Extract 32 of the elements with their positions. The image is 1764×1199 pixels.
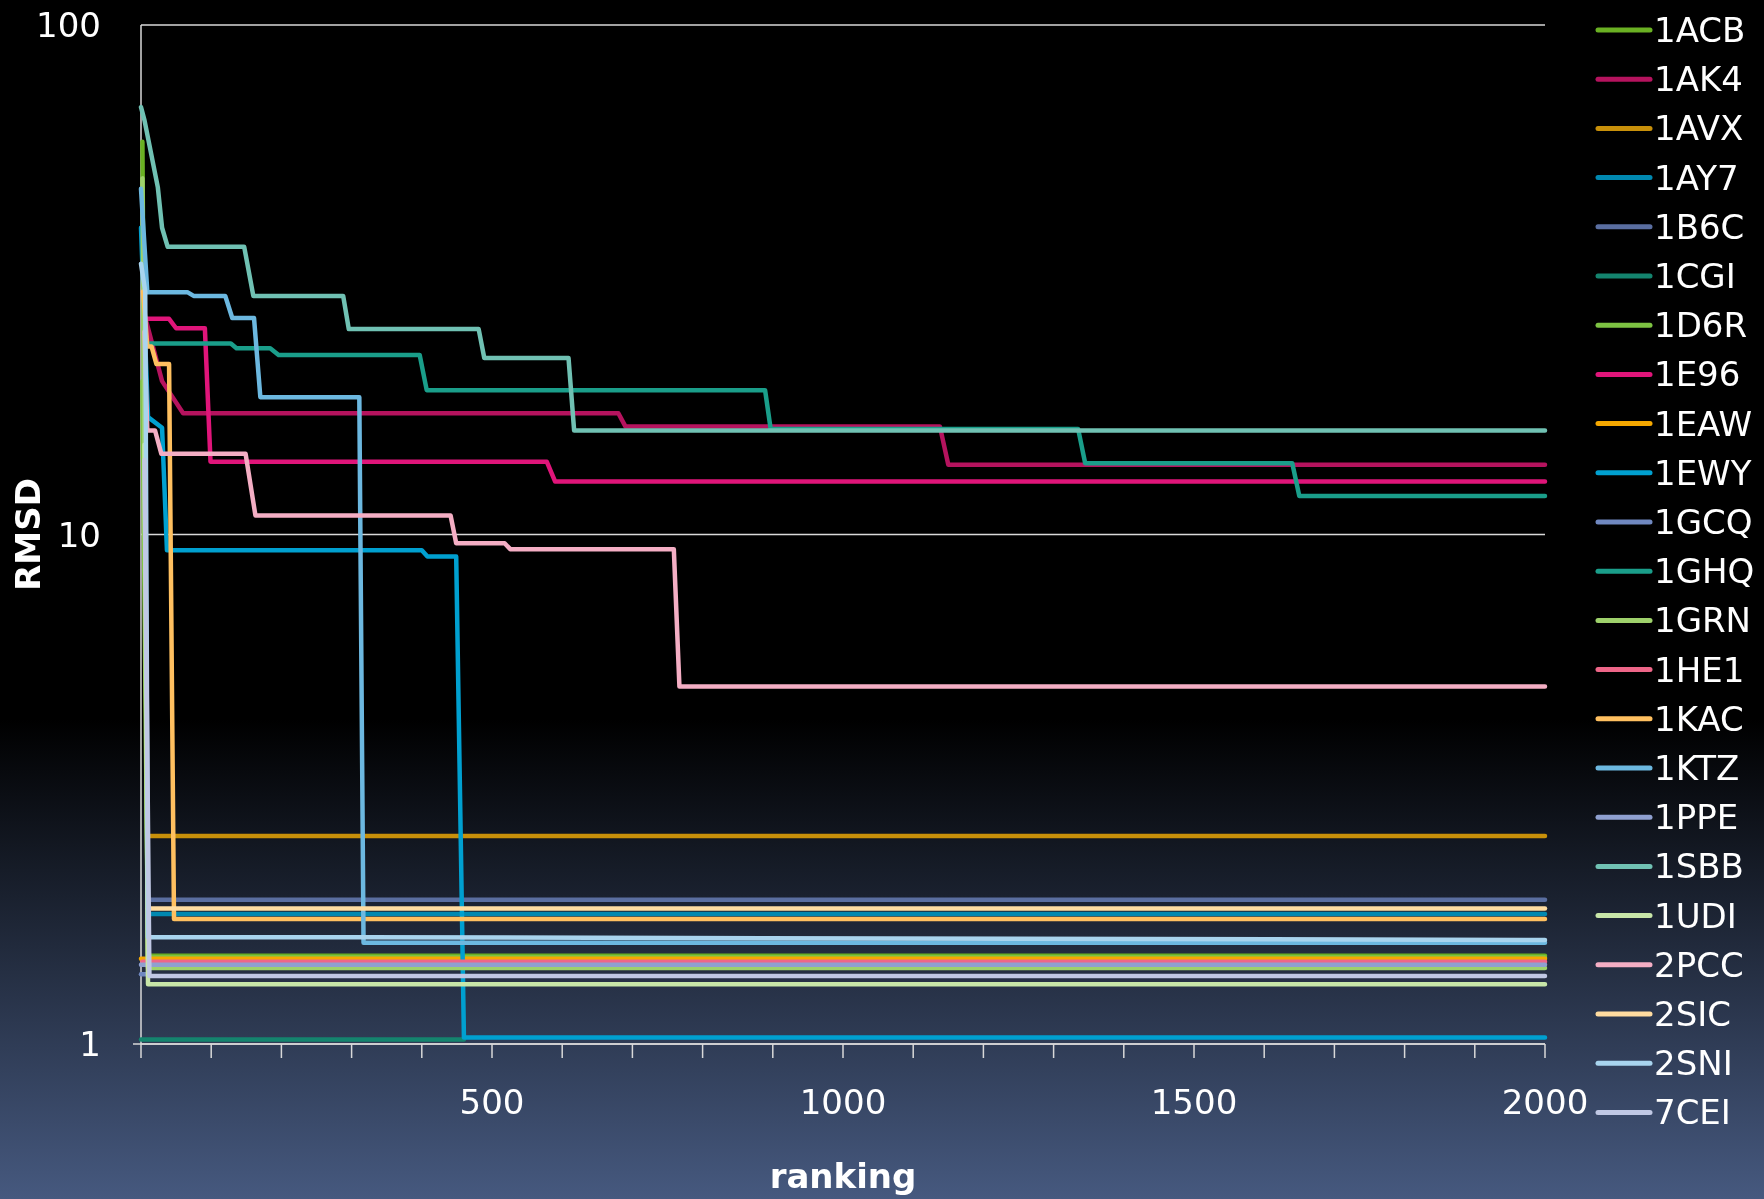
legend-label: 1GHQ [1654,551,1755,592]
legend-label: 1KAC [1654,698,1744,739]
legend-label: 7CEI [1654,1092,1731,1133]
x-tick-label: 500 [459,1082,525,1122]
legend-label: 1KTZ [1654,748,1740,788]
x-tick-label: 1500 [1150,1082,1238,1122]
y-tick-label: 100 [36,5,101,45]
x-tick-label: 2000 [1501,1082,1589,1122]
legend-label: 1AK4 [1654,59,1743,100]
y-tick-label: 1 [79,1024,101,1064]
legend-label: 1HE1 [1654,649,1745,690]
legend-label: 1D6R [1654,305,1748,346]
legend-label: 1CGI [1654,256,1736,296]
x-axis-title: ranking [769,1156,917,1196]
legend-label: 1AY7 [1654,157,1739,198]
legend-label: 1B6C [1654,206,1745,247]
legend-label: 1UDI [1654,895,1737,936]
legend-label: 1ACB [1654,10,1746,50]
legend-label: 1EAW [1654,403,1753,444]
y-axis-title: RMSD [8,478,48,591]
legend-label: 1SBB [1654,846,1744,887]
legend-label: 1PPE [1654,797,1739,838]
legend-label: 2SNI [1654,1043,1733,1084]
legend-label: 1AVX [1654,108,1744,149]
y-tick-label: 10 [57,514,101,555]
legend-label: 2SIC [1654,994,1731,1034]
x-tick-label: 1000 [799,1082,887,1122]
legend-label: 1EWY [1654,452,1752,493]
legend-label: 1GRN [1654,600,1752,641]
legend-label: 2PCC [1654,944,1744,985]
legend-label: 1E96 [1654,354,1741,395]
legend-label: 1GCQ [1654,502,1753,542]
